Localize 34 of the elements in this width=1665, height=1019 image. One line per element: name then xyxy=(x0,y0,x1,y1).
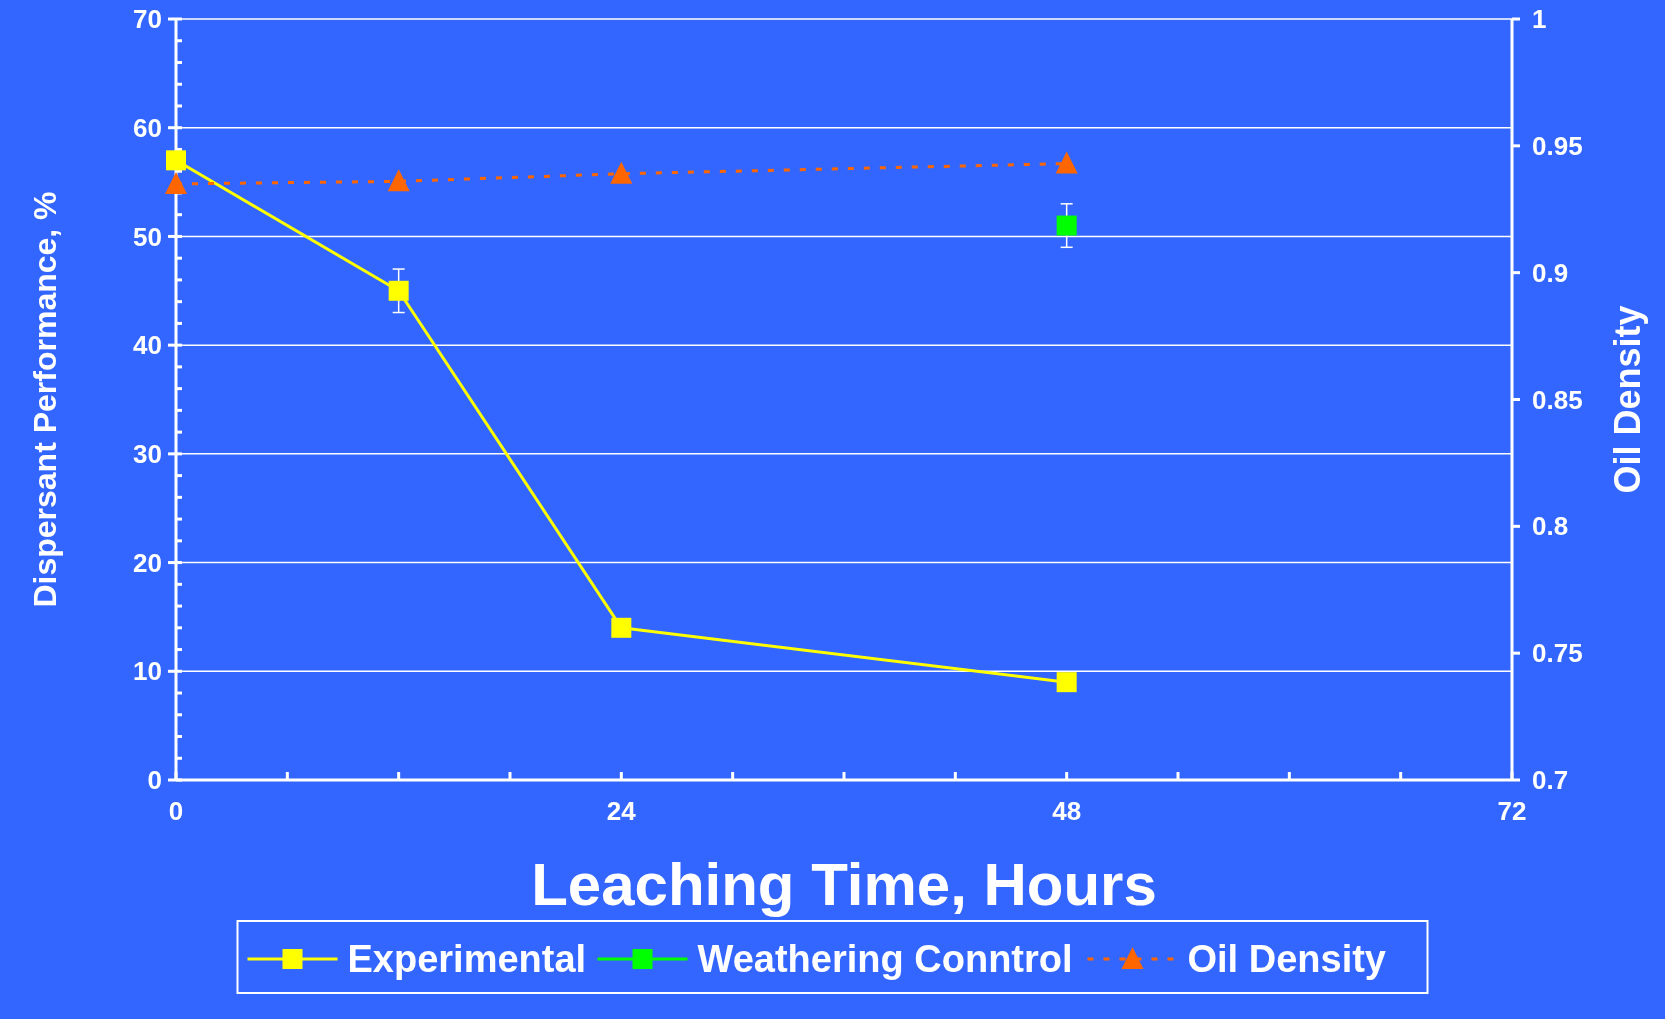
y2-tick-label: 0.85 xyxy=(1532,384,1583,415)
y2-tick-label: 1 xyxy=(1532,4,1547,35)
x-axis-title: Leaching Time, Hours xyxy=(531,851,1157,918)
y2-tick-label: 0.8 xyxy=(1532,511,1569,542)
y-tick-label: 50 xyxy=(133,221,162,252)
y-tick-label: 30 xyxy=(133,438,162,469)
legend-label: Experimental xyxy=(347,938,587,981)
point xyxy=(1055,151,1078,174)
y-tick-label: 60 xyxy=(133,112,162,143)
y-tick-label: 20 xyxy=(133,547,162,578)
x-tick-label: 72 xyxy=(1497,796,1527,826)
y-axis-title: Dispersant Performance, % xyxy=(27,191,63,608)
y2-tick-label: 0.95 xyxy=(1532,130,1583,161)
y2-tick-label: 0.75 xyxy=(1532,638,1583,669)
point xyxy=(388,280,409,301)
point xyxy=(610,161,633,184)
point xyxy=(1056,215,1077,236)
legend-label: Weathering Conntrol xyxy=(697,938,1073,981)
y-tick-label: 40 xyxy=(133,330,162,361)
point xyxy=(165,171,187,194)
y2-tick-label: 0.9 xyxy=(1532,257,1569,288)
legend-label: Oil Density xyxy=(1187,938,1386,981)
y-tick-label: 0 xyxy=(147,765,162,796)
x-tick-label: 24 xyxy=(606,796,637,826)
y-tick-label: 10 xyxy=(133,656,162,687)
point xyxy=(611,617,632,638)
y2-axis-title: Oil Density xyxy=(1607,305,1648,494)
point xyxy=(387,169,410,192)
x-tick-label: 0 xyxy=(168,796,184,826)
y-tick-label: 70 xyxy=(133,4,162,35)
point xyxy=(166,150,186,171)
y2-tick-label: 0.7 xyxy=(1532,765,1569,796)
point xyxy=(1056,672,1077,693)
x-tick-label: 48 xyxy=(1052,796,1082,826)
